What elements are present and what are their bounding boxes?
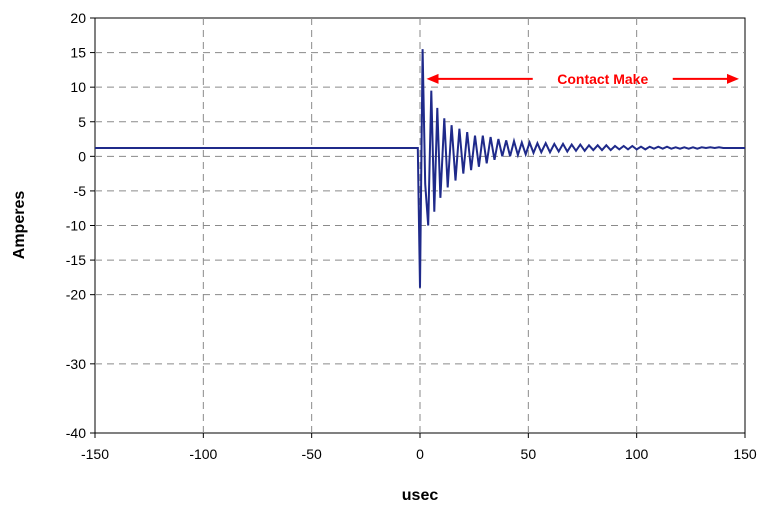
series-line: [95, 49, 745, 288]
y-tick-label: -40: [66, 425, 86, 441]
x-tick-label: -150: [81, 446, 109, 462]
x-tick-label: -50: [302, 446, 322, 462]
y-tick-label: -15: [66, 252, 86, 268]
grid: [95, 18, 745, 433]
x-tick-label: -100: [189, 446, 217, 462]
annotation-arrowhead-left: [426, 73, 439, 84]
x-tick-label: 0: [416, 446, 424, 462]
y-tick-label: -10: [66, 218, 86, 234]
x-tick-label: 100: [625, 446, 649, 462]
y-tick-label: -20: [66, 287, 86, 303]
y-tick-label: 5: [78, 114, 86, 130]
y-tick-label: 0: [78, 148, 86, 164]
x-axis: -150 -100 -50 0 50 100 150: [81, 433, 757, 462]
x-tick-label: 150: [733, 446, 757, 462]
y-axis-title: Amperes: [11, 191, 28, 260]
y-axis: -40 -30 -20 -15 -10 -5 0 5 10 15 20: [66, 10, 95, 441]
y-tick-label: 10: [70, 79, 86, 95]
annotation-arrowhead-right: [727, 73, 739, 84]
y-tick-label: 20: [70, 10, 86, 26]
annotation: Contact Make: [426, 71, 739, 87]
x-tick-label: 50: [521, 446, 537, 462]
y-tick-label: 15: [70, 45, 86, 61]
annotation-label: Contact Make: [557, 71, 648, 87]
x-axis-title: usec: [402, 487, 439, 504]
y-tick-label: -5: [74, 183, 87, 199]
y-tick-label: -30: [66, 356, 86, 372]
